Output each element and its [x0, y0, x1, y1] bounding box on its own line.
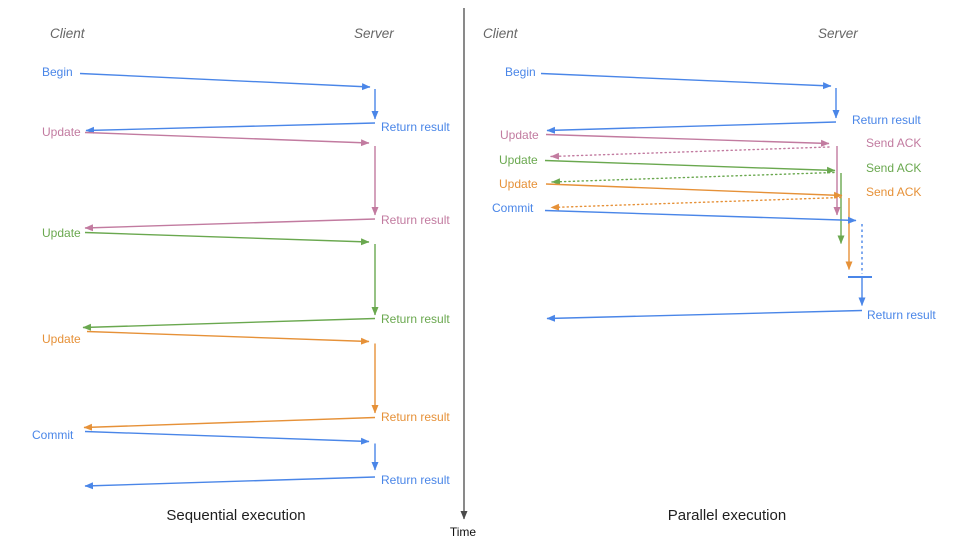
par-commit-response-label: Return result	[867, 308, 936, 322]
par-client-header: Client	[483, 26, 519, 41]
parallel-panel: Client Server Begin Return result Update…	[483, 26, 936, 524]
sequential-panel: Client Server Begin Return result Update…	[32, 26, 450, 524]
seq-update2-return-arrow	[82, 317, 376, 331]
seq-commit-label: Commit	[32, 428, 74, 442]
seq-update3-request-arrow	[86, 330, 370, 345]
seq-begin-label: Begin	[42, 65, 73, 79]
par-begin-return-arrow	[546, 121, 837, 134]
par-server-header: Server	[818, 26, 858, 41]
seq-update2-request-arrow	[84, 231, 370, 246]
par-commit-request-arrow	[544, 209, 857, 224]
seq-update3-label: Update	[42, 332, 81, 346]
seq-client-header: Client	[50, 26, 86, 41]
seq-commit-request-arrow	[84, 430, 370, 445]
seq-begin-response-label: Return result	[381, 120, 450, 134]
seq-update2-label: Update	[42, 226, 81, 240]
par-update3-ack-label: Send ACK	[866, 185, 921, 199]
par-update1-ack-label: Send ACK	[866, 136, 921, 150]
par-update2-ack-label: Send ACK	[866, 161, 921, 175]
parallel-caption: Parallel execution	[668, 507, 786, 524]
seq-update2-response-label: Return result	[381, 312, 450, 326]
par-update3-request-arrow	[545, 183, 843, 199]
seq-commit-return-arrow	[84, 476, 376, 490]
sequential-caption: Sequential execution	[166, 507, 305, 524]
seq-commit-response-label: Return result	[381, 473, 450, 487]
par-commit-label: Commit	[492, 201, 534, 215]
par-update3-ack-arrow	[550, 196, 842, 211]
seq-begin-request-arrow	[79, 72, 371, 91]
par-update3-label: Update	[499, 177, 538, 191]
time-axis: Time	[450, 8, 477, 539]
seq-update3-response-label: Return result	[381, 410, 450, 424]
seq-server-header: Server	[354, 26, 394, 41]
par-begin-label: Begin	[505, 65, 536, 79]
par-begin-request-arrow	[540, 72, 832, 90]
seq-update3-return-arrow	[83, 416, 376, 431]
par-update2-request-arrow	[544, 159, 836, 174]
par-update2-ack-arrow	[551, 171, 835, 186]
par-update1-ack-arrow	[550, 146, 830, 160]
par-update1-request-arrow	[545, 133, 830, 147]
par-update1-label: Update	[500, 128, 539, 142]
seq-update1-response-label: Return result	[381, 213, 450, 227]
par-begin-response-label: Return result	[852, 113, 921, 127]
seq-begin-return-arrow	[85, 122, 376, 134]
par-update2-label: Update	[499, 153, 538, 167]
seq-update1-return-arrow	[84, 218, 376, 232]
par-commit-return-arrow	[546, 309, 863, 322]
seq-update1-label: Update	[42, 125, 81, 139]
seq-update1-request-arrow	[84, 131, 370, 147]
time-axis-label: Time	[450, 525, 477, 539]
